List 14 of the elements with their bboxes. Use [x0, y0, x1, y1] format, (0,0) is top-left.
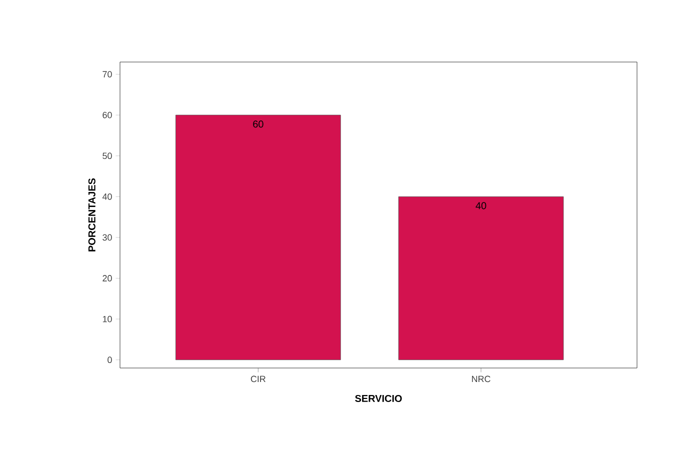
x-tick-label: NRC — [472, 376, 490, 382]
y-tick-label: 70 — [102, 71, 112, 78]
data-label: 40 — [476, 202, 486, 210]
y-tick-label: 30 — [102, 234, 112, 241]
data-label: 60 — [253, 120, 264, 128]
y-tick-label: 50 — [102, 152, 112, 160]
y-tick-label: 20 — [102, 275, 112, 282]
x-axis-title: SERVICIO — [355, 394, 402, 402]
y-tick-label: 10 — [102, 316, 112, 322]
y-tick-label: 60 — [102, 112, 112, 118]
y-axis-title: PORCENTAJES — [88, 178, 96, 252]
y-tick-label: 40 — [102, 193, 112, 200]
y-tick-label: 0 — [108, 356, 112, 364]
x-tick-label: CIR — [250, 376, 266, 382]
